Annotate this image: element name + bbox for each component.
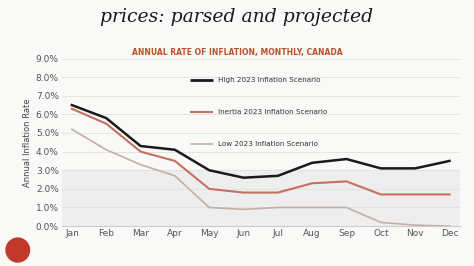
Text: prices: parsed and projected: prices: parsed and projected <box>100 8 374 26</box>
Text: ANNUAL RATE OF INFLATION, MONTHLY, CANADA: ANNUAL RATE OF INFLATION, MONTHLY, CANAD… <box>132 48 342 57</box>
Text: Inertia 2023 Inflation Scenario: Inertia 2023 Inflation Scenario <box>218 109 327 115</box>
Y-axis label: Annual Inflation Rate: Annual Inflation Rate <box>23 98 32 186</box>
Text: Low 2023 Inflation Scenario: Low 2023 Inflation Scenario <box>218 141 318 147</box>
Text: High 2023 Inflation Scenario: High 2023 Inflation Scenario <box>218 77 320 83</box>
Bar <box>62 170 460 226</box>
Circle shape <box>6 238 29 262</box>
Text: r: r <box>15 245 20 255</box>
